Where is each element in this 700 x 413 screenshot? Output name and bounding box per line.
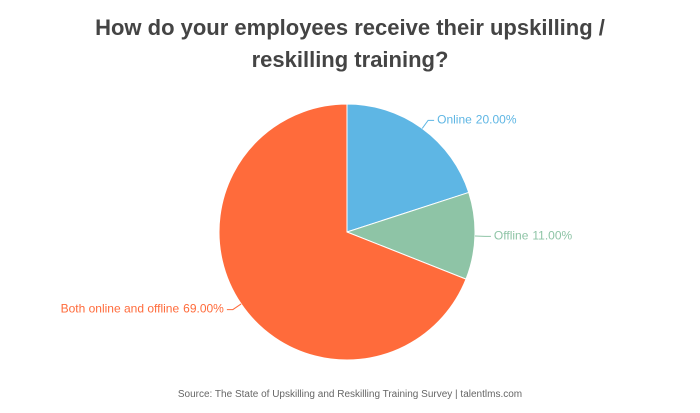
data-label: Offline 11.00%: [494, 229, 573, 243]
label-value: 11.00%: [532, 229, 572, 243]
data-label: Online 20.00%: [437, 113, 517, 127]
pie-slice: [218, 103, 467, 361]
chart-title: How do your employees receive their upsk…: [95, 15, 605, 72]
label-name: Offline: [494, 229, 529, 243]
pie-slice: [346, 103, 470, 233]
source: Source: The State of Upskilling and Resk…: [177, 389, 523, 400]
data-label: Both online and offline 69.00%: [61, 302, 225, 316]
label-value: 20.00%: [476, 113, 517, 127]
pie-slice: [345, 191, 476, 280]
leader-line: [226, 303, 242, 311]
label-name: Online: [437, 113, 472, 127]
label-name: Both online and offline: [61, 302, 180, 316]
leader-line: [421, 119, 435, 129]
label-value: 69.00%: [183, 302, 224, 316]
